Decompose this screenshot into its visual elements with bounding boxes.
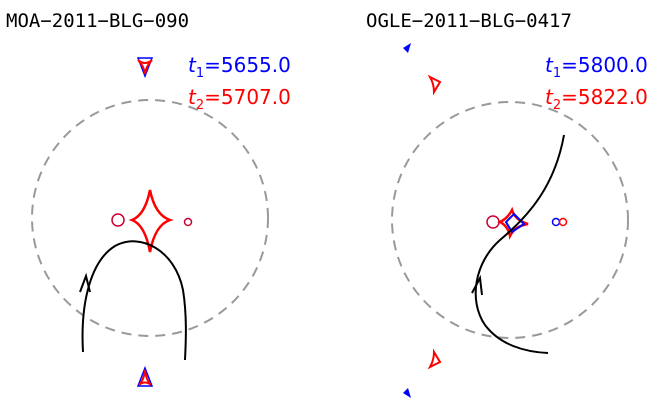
t1-label: t1=5800.0: [545, 53, 648, 81]
lens-mass: [111, 213, 125, 227]
label-part: =5707.0: [204, 85, 291, 109]
planetary-caustic: [137, 59, 153, 75]
trajectory-arrow: [79, 272, 91, 293]
label-part: =5822.0: [561, 85, 648, 109]
source-trajectory: [81, 240, 187, 361]
label-part: 2: [196, 98, 204, 113]
t2-label: t2=5822.0: [545, 85, 648, 113]
lens-mass: [486, 215, 500, 229]
planetary-caustic: [138, 369, 152, 386]
central-caustic: [128, 189, 174, 253]
label-part: t: [545, 53, 554, 77]
label-part: t: [188, 85, 197, 109]
planetary-caustic: [136, 365, 154, 387]
einstein-ring: [391, 101, 629, 339]
t1-label: t1=5655.0: [188, 53, 291, 81]
panel-right: OGLE−2011−BLG−0417 t1=5800.0 t2=5822.0: [366, 10, 648, 398]
planetary-caustic: [427, 348, 442, 370]
label-part: 1: [553, 66, 561, 81]
lens-mass: [551, 217, 561, 227]
label-part: t: [188, 53, 197, 77]
source-trajectory: [474, 134, 565, 354]
label-part: 1: [196, 66, 204, 81]
planetary-caustic: [427, 74, 442, 96]
planetary-caustic: [136, 57, 154, 79]
label-part: t: [545, 85, 554, 109]
panel-title: OGLE−2011−BLG−0417: [366, 10, 572, 32]
einstein-ring: [31, 99, 269, 337]
label-part: 2: [553, 98, 561, 113]
trajectory-arrow: [471, 274, 483, 296]
panel-title: MOA−2011−BLG−090: [6, 10, 189, 32]
planetary-caustic: [403, 43, 411, 53]
lens-mass: [558, 217, 568, 227]
label-part: =5800.0: [561, 53, 648, 77]
panel-left: MOA−2011−BLG−090 t1=5655.0 t2=5707.0: [6, 10, 291, 387]
planetary-caustic: [403, 388, 411, 398]
lens-mass: [183, 217, 193, 227]
label-part: =5655.0: [204, 53, 291, 77]
t2-label: t2=5707.0: [188, 85, 291, 113]
